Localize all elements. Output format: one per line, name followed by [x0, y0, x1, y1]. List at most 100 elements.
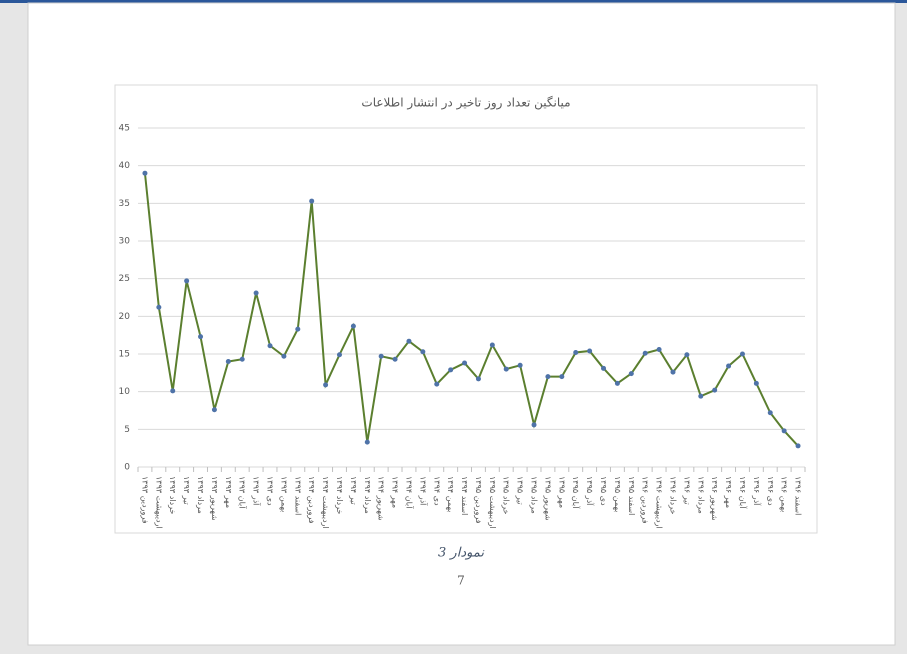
data-point [281, 353, 287, 359]
data-point [587, 348, 593, 354]
x-tick-label: فروردین ۱۳۹۳ [140, 476, 149, 524]
data-point [614, 380, 620, 386]
data-point [420, 349, 426, 355]
y-tick-label: 10 [119, 387, 131, 397]
x-tick-label: شهریور ۱۳۹۴ [377, 476, 386, 521]
data-point [142, 170, 148, 176]
data-point [198, 334, 204, 340]
data-point [712, 387, 718, 393]
data-line [143, 173, 799, 447]
y-tick-label: 35 [119, 199, 130, 209]
x-tick-label: آبان ۱۳۹۶ [738, 476, 748, 509]
data-point [753, 380, 759, 386]
data-point [684, 352, 690, 358]
x-tick-label: مرداد ۱۳۹۵ [530, 476, 539, 514]
data-point [309, 198, 315, 204]
data-point [698, 393, 704, 399]
data-point [239, 356, 245, 362]
data-point [601, 365, 607, 371]
x-tick-label: فروردین ۱۳۹۶ [641, 476, 650, 524]
data-point [628, 371, 634, 377]
data-point [378, 353, 384, 359]
x-tick-label: آذر ۱۳۹۴ [418, 476, 428, 506]
data-point [656, 346, 662, 352]
data-point [406, 338, 412, 344]
page-number: 7 [457, 574, 465, 588]
x-tick-label: تیر ۱۳۹۵ [516, 476, 525, 505]
x-tick-label: شهریور ۱۳۹۵ [543, 476, 552, 521]
data-point [781, 428, 787, 434]
x-tick-label: دی ۱۳۹۵ [599, 476, 608, 506]
data-point [545, 374, 551, 380]
x-tick-label: اردیبهشت ۱۳۹۴ [321, 476, 330, 529]
x-tick-label: مرداد ۱۳۹۳ [196, 476, 205, 514]
data-point [295, 326, 301, 332]
data-point [739, 351, 745, 357]
x-tick-label: خرداد ۱۳۹۴ [335, 476, 344, 514]
data-point [323, 382, 329, 388]
x-tick-label: آذر ۱۳۹۶ [752, 476, 762, 506]
data-point [336, 352, 342, 358]
y-tick-label: 45 [119, 124, 130, 134]
y-tick-label: 0 [124, 463, 130, 473]
x-tick-label: تیر ۱۳۹۶ [682, 476, 691, 505]
data-point [364, 439, 370, 445]
y-tick-label: 25 [119, 274, 130, 284]
data-point [448, 367, 454, 373]
data-point [531, 422, 537, 428]
x-tick-label: مهر ۱۳۹۶ [724, 476, 733, 508]
x-tick-label: دی ۱۳۹۶ [766, 476, 775, 506]
x-tick-label: شهریور ۱۳۹۶ [710, 476, 719, 521]
x-tick-label: بهمن ۱۳۹۵ [613, 476, 622, 512]
x-tick-label: مرداد ۱۳۹۴ [363, 476, 372, 514]
x-tick-label: آبان ۱۳۹۵ [571, 476, 581, 509]
chart-title: میانگین تعداد روز تاخیر در انتشار اطلاعا… [361, 96, 570, 111]
x-tick-label: بهمن ۱۳۹۶ [780, 476, 789, 512]
y-tick-label: 20 [119, 312, 131, 322]
data-point [434, 381, 440, 387]
data-point [253, 290, 259, 296]
x-tick-label: اردیبهشت ۱۳۹۶ [655, 476, 664, 529]
y-tick-label: 5 [124, 425, 130, 435]
data-point [350, 323, 356, 329]
data-point [503, 366, 509, 372]
data-point [392, 356, 398, 362]
data-point [170, 388, 176, 394]
chart-frame [114, 84, 818, 534]
data-point [559, 374, 565, 380]
x-tick-label: اردیبهشت ۱۳۹۵ [488, 476, 497, 529]
data-point [670, 369, 676, 375]
data-point [573, 349, 579, 355]
x-tick-label: خرداد ۱۳۹۵ [502, 476, 511, 514]
data-point [517, 362, 523, 368]
x-tick-label: اسفند ۱۳۹۶ [794, 476, 803, 515]
data-point [726, 363, 732, 369]
x-tick-label: شهریور ۱۳۹۳ [210, 476, 219, 521]
x-tick-label: فروردین ۱۳۹۵ [474, 476, 483, 524]
x-tick-label: مهر ۱۳۹۴ [391, 476, 400, 508]
caption: نمودار 3 [438, 546, 484, 561]
x-tick-label: آبان ۱۳۹۴ [404, 476, 414, 509]
x-tick-label: اردیبهشت ۱۳۹۳ [154, 476, 163, 529]
x-tick-label: آذر ۱۳۹۵ [585, 476, 595, 506]
x-tick-label: آبان ۱۳۹۳ [238, 476, 248, 509]
x-tick-label: تیر ۱۳۹۳ [182, 476, 191, 505]
top-bar [0, 0, 907, 3]
x-tick-label: اسفند ۱۳۹۳ [293, 476, 302, 515]
x-tick-label: دی ۱۳۹۴ [432, 476, 441, 506]
y-tick-label: 40 [119, 161, 131, 171]
x-tick-label: بهمن ۱۳۹۳ [279, 476, 288, 512]
y-tick-label: 30 [119, 237, 131, 247]
data-point [489, 342, 495, 348]
x-tick-label: دی ۱۳۹۳ [266, 476, 275, 506]
data-point [475, 376, 481, 382]
x-tick-label: بهمن ۱۳۹۴ [446, 476, 455, 512]
x-tick-label: خرداد ۱۳۹۳ [168, 476, 177, 514]
y-tick-label: 15 [119, 350, 130, 360]
x-tick-label: مهر ۱۳۹۳ [224, 476, 233, 508]
x-tick-label: مهر ۱۳۹۵ [557, 476, 566, 508]
x-tick-label: مرداد ۱۳۹۶ [696, 476, 705, 514]
data-point [642, 350, 648, 356]
